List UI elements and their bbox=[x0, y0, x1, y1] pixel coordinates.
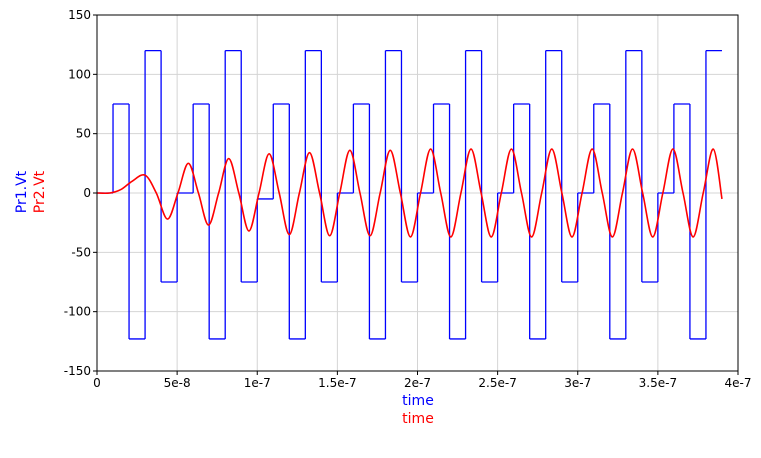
x-tick-label: 3.5e-7 bbox=[639, 376, 677, 390]
y-tick-label: 50 bbox=[76, 127, 91, 141]
y-tick-label: -100 bbox=[64, 305, 91, 319]
labels: -150 -100 -50 0 50 100 150 0 5e-8 1e-7 1.5e-7 2e-7 2… bbox=[14, 8, 751, 427]
x-tick-label: 2.5e-7 bbox=[478, 376, 516, 390]
step-riser bbox=[112, 50, 707, 339]
y-tick-label: 100 bbox=[68, 67, 91, 81]
y-tick-label: -50 bbox=[71, 245, 91, 259]
x-tick-label: 3e-7 bbox=[564, 376, 591, 390]
y-tick-label: -150 bbox=[64, 364, 91, 378]
x-tick-label: 2e-7 bbox=[404, 376, 431, 390]
x-axis-label: time bbox=[402, 411, 434, 427]
x-tick-label: 5e-8 bbox=[164, 376, 191, 390]
plot-series bbox=[96, 49, 723, 340]
y-axis-series-label: Pr2.Vt bbox=[32, 170, 48, 213]
x-axis-label: time bbox=[402, 393, 434, 409]
series-line bbox=[96, 148, 723, 238]
x-tick-label: 4e-7 bbox=[725, 376, 752, 390]
y-tick-label: 0 bbox=[83, 186, 91, 200]
x-tick-label: 1.5e-7 bbox=[318, 376, 356, 390]
x-tick-label: 1e-7 bbox=[244, 376, 271, 390]
y-tick-label: 150 bbox=[68, 8, 91, 22]
x-tick-label: 0 bbox=[93, 376, 101, 390]
y-axis-series-label: Pr1.Vt bbox=[14, 170, 30, 213]
